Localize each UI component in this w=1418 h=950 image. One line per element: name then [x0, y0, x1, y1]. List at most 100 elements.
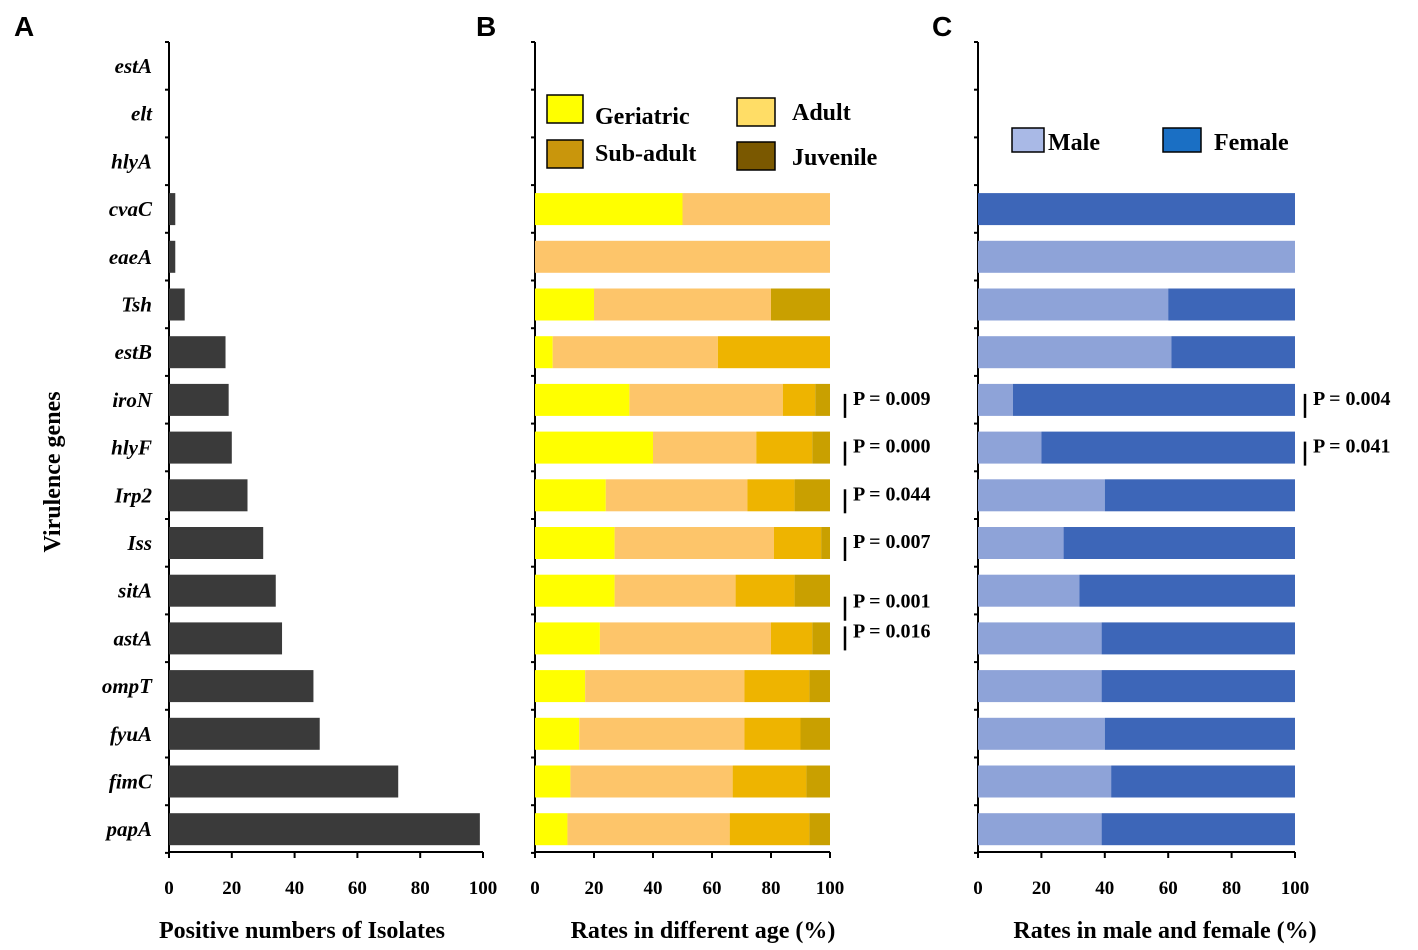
- panel-b-x-tick-label: 80: [762, 878, 781, 899]
- bar-hlyF-female: [1041, 431, 1295, 464]
- panel-b-x-axis-title: Rates in different age (%): [571, 918, 836, 944]
- bar-fimC-female: [1111, 765, 1295, 798]
- bar-fyuA-male: [978, 717, 1105, 750]
- pvalue-label-iroN: P = 0.009: [853, 388, 931, 410]
- bar-iroN-adult: [629, 383, 783, 416]
- bar-sitA-adult: [614, 574, 736, 607]
- bar-Irp2-male: [978, 479, 1105, 512]
- bar-hlyF-sub-adult: [756, 431, 813, 464]
- bar-estB-sub-adult: [717, 336, 830, 369]
- bar-estB-adult: [552, 336, 718, 369]
- legend-label-geriatric: Geriatric: [595, 104, 690, 130]
- pvalue-label-astA: P = 0.016: [853, 620, 931, 642]
- legend-label-adult: Adult: [792, 100, 851, 126]
- panel-a-x-tick-label: 0: [164, 878, 174, 899]
- bar-Irp2-geriatric: [535, 479, 606, 512]
- legend-swatch-juvenile: [736, 141, 776, 171]
- gene-label-fyuA: fyuA: [110, 722, 152, 746]
- bar-Iss-male: [978, 527, 1064, 559]
- panel-a-x-tick-label: 40: [285, 878, 304, 899]
- bar-Tsh-male: [978, 288, 1169, 321]
- bar-fimC-adult: [570, 765, 733, 798]
- bar-ompT-geriatric: [535, 670, 586, 703]
- legend-label-juvenile: Juvenile: [792, 145, 878, 171]
- panel-b: B Rates in different age (%) 0 20 40 60 80 10…: [476, 11, 931, 944]
- panel-c-x-tick-label: 80: [1222, 878, 1241, 899]
- panel-b-letter: B: [476, 11, 496, 42]
- bar-fimC-sub-adult: [732, 765, 807, 798]
- gene-label-cvaC: cvaC: [109, 197, 153, 221]
- bar-ompT-adult: [585, 670, 745, 703]
- bar-sitA-juvenile: [794, 574, 830, 607]
- bar-Irp2-sub-adult: [747, 479, 795, 512]
- bar-Irp2: [169, 479, 248, 512]
- bar-estB: [169, 336, 226, 369]
- bar-hlyF: [169, 431, 232, 464]
- bar-sitA-sub-adult: [735, 574, 795, 607]
- gene-label-papA: papA: [104, 817, 152, 841]
- bar-Iss-adult: [614, 527, 774, 559]
- bar-iroN-male: [978, 383, 1013, 416]
- bar-fimC-juvenile: [806, 765, 830, 798]
- bar-Tsh-female: [1168, 288, 1295, 321]
- bar-Iss-sub-adult: [773, 527, 822, 559]
- pvalue-label-Iss: P = 0.007: [853, 531, 931, 553]
- bar-estB-female: [1171, 336, 1295, 369]
- bar-Tsh-adult: [594, 288, 771, 321]
- bar-cvaC-adult: [682, 193, 830, 226]
- bar-papA-female: [1101, 813, 1295, 846]
- bar-Irp2-female: [1104, 479, 1295, 512]
- gene-label-Iss: Iss: [126, 531, 152, 555]
- panel-a-x-tick-label: 60: [348, 878, 367, 899]
- bar-Irp2-adult: [605, 479, 748, 512]
- panel-c-x-tick-label: 100: [1281, 878, 1310, 899]
- bar-fimC: [169, 765, 399, 798]
- panel-a-y-axis-title: Virulence genes: [40, 391, 66, 552]
- bar-iroN-geriatric: [535, 383, 630, 416]
- legend-swatch-female: [1162, 127, 1202, 153]
- panel-a-x-tick-label: 100: [469, 878, 498, 899]
- pvalue-label-sitA: P = 0.001: [853, 591, 931, 613]
- bar-ompT-sub-adult: [744, 670, 810, 703]
- bar-iroN-juvenile: [815, 383, 830, 416]
- panel-c-x-tick-label: 0: [973, 878, 983, 899]
- legend-swatch-sub-adult: [546, 139, 584, 169]
- panel-a-x-tick-label: 80: [411, 878, 430, 899]
- bar-papA-adult: [567, 813, 730, 846]
- bar-astA-male: [978, 622, 1102, 655]
- bar-Iss: [169, 527, 264, 559]
- bar-ompT: [169, 670, 314, 703]
- bar-fyuA-geriatric: [535, 717, 580, 750]
- bar-sitA-male: [978, 574, 1080, 607]
- bar-cvaC-geriatric: [535, 193, 683, 226]
- panel-b-x-tick-label: 20: [585, 878, 604, 899]
- panel-a-x-axis-title: Positive numbers of Isolates: [159, 918, 445, 944]
- gene-label-astA: astA: [113, 626, 152, 650]
- panel-c-x-tick-label: 60: [1159, 878, 1178, 899]
- pvalue-label-Irp2: P = 0.044: [853, 483, 931, 505]
- bar-Iss-geriatric: [535, 527, 615, 559]
- bar-sitA-female: [1079, 574, 1295, 607]
- bar-estB-geriatric: [535, 336, 553, 369]
- gene-label-ompT: ompT: [102, 674, 153, 698]
- gene-label-eaeA: eaeA: [109, 245, 152, 269]
- bar-cvaC-female: [978, 193, 1295, 226]
- bar-fyuA-juvenile: [800, 717, 830, 750]
- bar-Tsh: [169, 288, 185, 321]
- bar-eaeA: [169, 240, 176, 273]
- bar-sitA-geriatric: [535, 574, 615, 607]
- bar-hlyF-geriatric: [535, 431, 653, 464]
- bar-eaeA-adult: [535, 240, 830, 273]
- panel-c-letter: C: [932, 11, 952, 42]
- bar-fyuA: [169, 717, 320, 750]
- bar-fimC-geriatric: [535, 765, 571, 798]
- bar-ompT-female: [1101, 670, 1295, 703]
- gene-label-iroN: iroN: [112, 388, 153, 412]
- panel-b-x-tick-label: 60: [703, 878, 722, 899]
- panel-a-x-tick-label: 20: [222, 878, 241, 899]
- bar-fyuA-sub-adult: [744, 717, 801, 750]
- bar-papA: [169, 813, 480, 846]
- pvalue-label-iroN: P = 0.004: [1313, 388, 1391, 410]
- panel-c-x-axis-title: Rates in male and female (%): [1013, 918, 1316, 944]
